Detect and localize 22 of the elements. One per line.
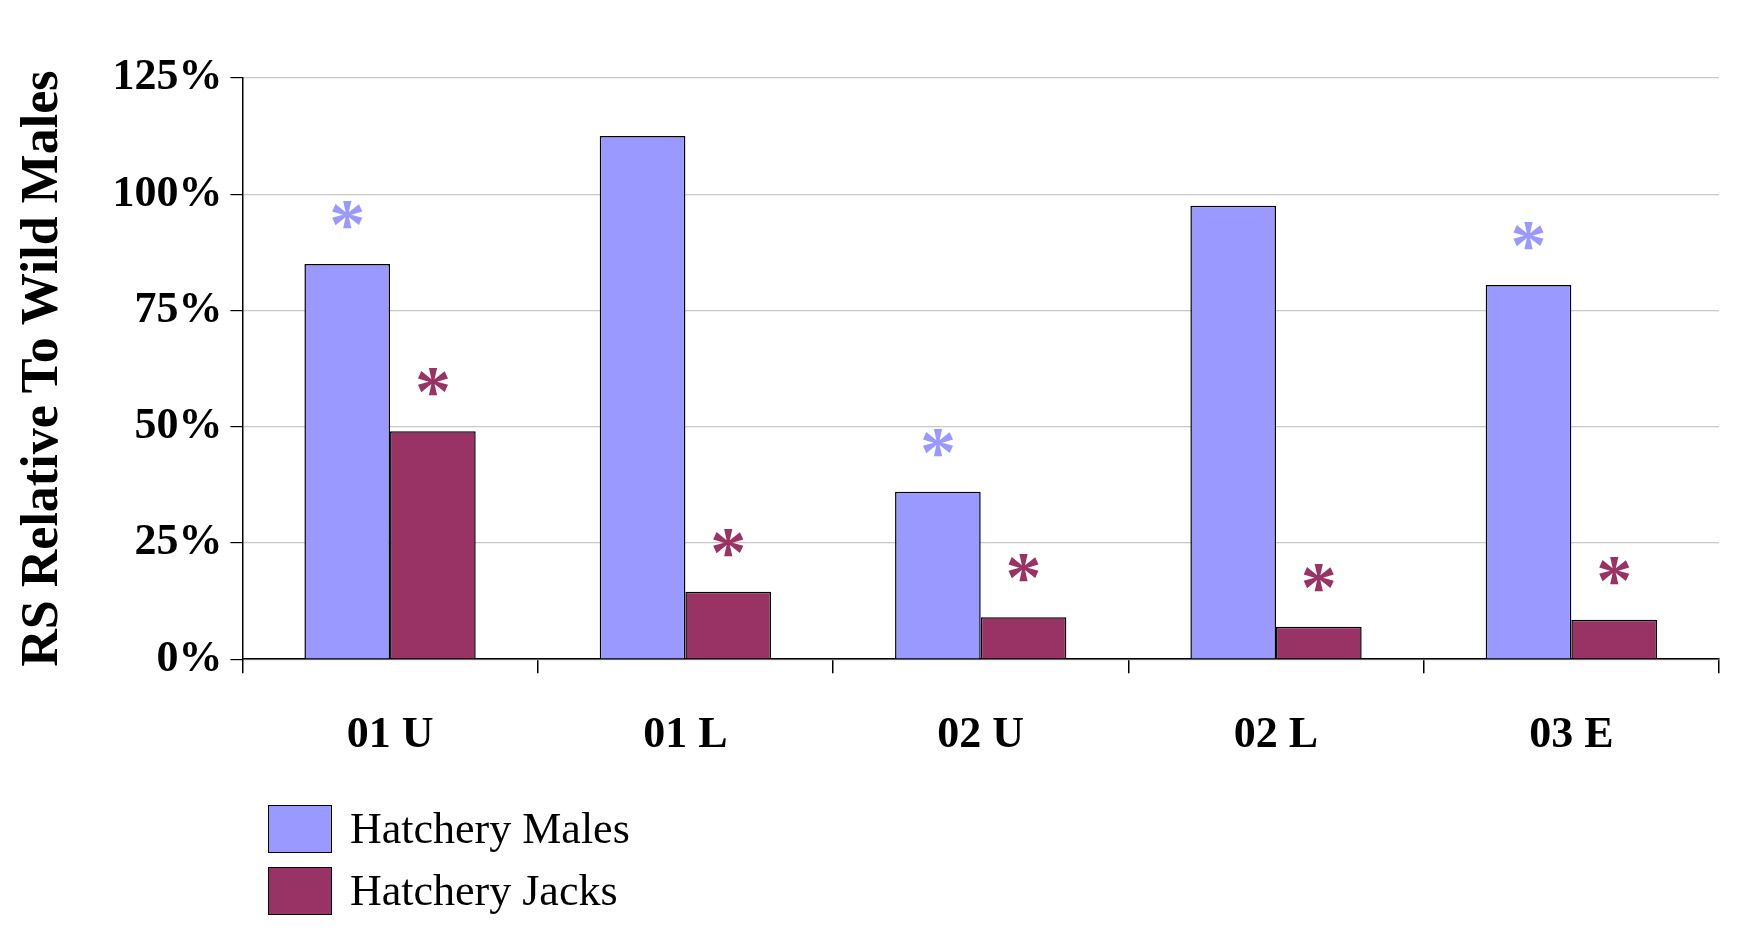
y-tick-label: 75% <box>134 282 223 332</box>
annotation: * <box>1005 537 1042 618</box>
annotation: * <box>414 351 451 432</box>
y-tick-label: 100% <box>112 166 223 216</box>
y-tick-label: 0% <box>156 631 223 681</box>
annotation: * <box>1300 546 1337 627</box>
x-tick-label: 02 L <box>1233 707 1319 757</box>
annotation: * <box>710 511 747 592</box>
x-tick-label: 01 U <box>346 707 434 757</box>
annotation: * <box>919 411 956 492</box>
y-tick-label: 125% <box>112 50 223 100</box>
y-axis-title: RS Relative To Wild Males <box>10 70 68 667</box>
annotation: * <box>329 183 366 264</box>
y-tick-label: 50% <box>134 399 223 449</box>
x-tick-label: 01 L <box>643 707 728 757</box>
legend-label: Hatchery Jacks <box>350 865 618 917</box>
annotation: * <box>1596 539 1633 620</box>
legend-label: Hatchery Males <box>350 803 630 855</box>
x-tick-label: 02 U <box>937 707 1025 757</box>
x-tick-label: 03 E <box>1529 707 1614 757</box>
y-tick-label: 25% <box>134 515 223 565</box>
annotation: * <box>1510 204 1547 285</box>
